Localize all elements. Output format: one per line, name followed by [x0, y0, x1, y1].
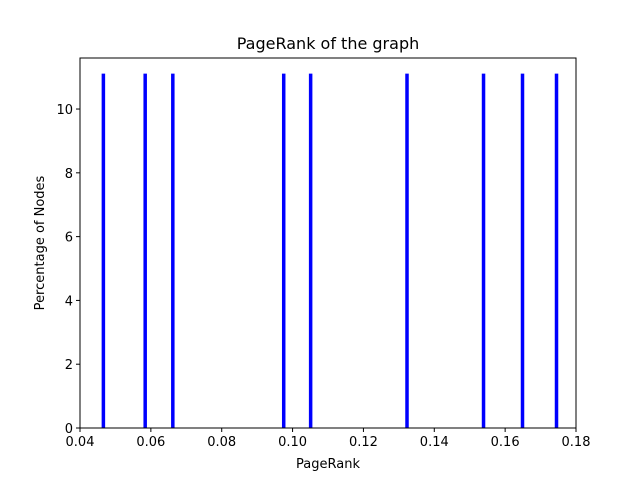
bar — [143, 73, 147, 429]
y-tick-label: 8 — [65, 167, 73, 182]
x-tick-label: 0.04 — [66, 435, 95, 450]
y-tick-label: 2 — [65, 358, 73, 373]
x-tick-label: 0.10 — [278, 435, 307, 450]
bars-group — [101, 73, 559, 429]
bar — [308, 73, 313, 429]
bar — [171, 73, 175, 429]
x-axis-ticks: 0.04 0.06 0.08 0.10 0.12 0.14 0.16 0.18 — [66, 428, 591, 450]
plot-frame — [79, 57, 577, 429]
bar — [281, 73, 286, 429]
x-tick-label: 0.16 — [491, 435, 520, 450]
bar — [520, 73, 525, 429]
x-tick-label: 0.12 — [349, 435, 378, 450]
chart-title: PageRank of the graph — [237, 34, 419, 53]
bar — [101, 73, 106, 429]
x-tick-label: 0.08 — [207, 435, 236, 450]
y-tick-label: 4 — [65, 294, 73, 309]
x-tick-label: 0.06 — [136, 435, 165, 450]
y-axis-label: Percentage of Nodes — [33, 175, 48, 310]
bar — [554, 73, 559, 429]
x-tick-label: 0.14 — [420, 435, 449, 450]
x-tick-label: 0.18 — [562, 435, 591, 450]
y-tick-label: 6 — [65, 231, 73, 246]
bar — [405, 73, 409, 429]
y-tick-label: 0 — [65, 422, 73, 437]
bar — [481, 73, 486, 429]
x-axis-label: PageRank — [296, 457, 360, 472]
y-tick-label: 10 — [56, 103, 73, 118]
y-axis-ticks: 0 2 4 6 8 10 — [56, 103, 80, 437]
